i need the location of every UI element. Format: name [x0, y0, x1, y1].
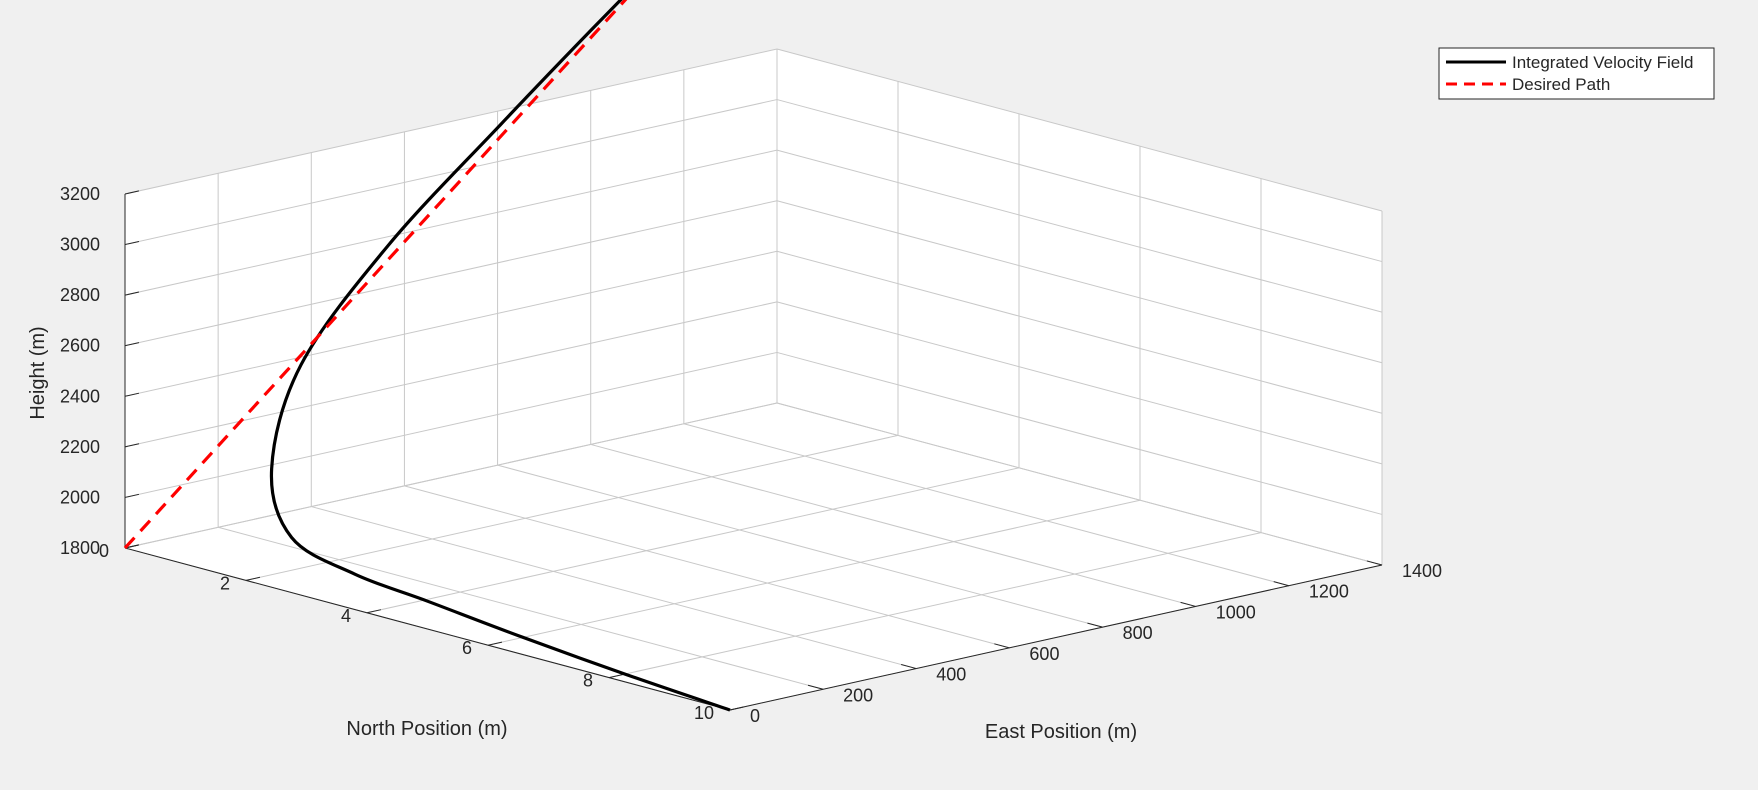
y-tick-mark — [994, 643, 1010, 649]
x-axis-label: North Position (m) — [346, 718, 507, 740]
grid-line-wall-height-b — [776, 351, 1383, 515]
tick-labels: 0 2 4 6 8 10 0 200 400 600 800 1000 1200 1400 1800 2000… — [60, 184, 1442, 726]
y-tick-label: 400 — [936, 665, 966, 685]
back-wall-east-pane — [777, 49, 1382, 565]
grid-line-wall-height-a — [124, 99, 778, 246]
z-tick-label: 2000 — [60, 487, 100, 507]
z-tick-label: 2800 — [60, 285, 100, 305]
x-tick-mark — [487, 641, 503, 646]
x-tick-mark — [608, 674, 624, 679]
grid-line-floor-north — [245, 434, 899, 581]
grid-line-wall-height-a — [124, 351, 778, 498]
y-tick-mark — [1180, 601, 1196, 607]
grid-line-wall-height-b — [776, 301, 1383, 465]
grid-line-floor-north — [608, 532, 1262, 679]
x-tick-label: 4 — [341, 606, 351, 626]
grid-line-floor-east — [683, 423, 1289, 587]
y-tick-mark — [807, 684, 824, 690]
grid-line-wall-height-b — [776, 99, 1383, 263]
back-wall-north-pane — [125, 49, 777, 548]
y-tick-label: 1200 — [1309, 582, 1349, 602]
grid-line-wall-height-b — [776, 48, 1383, 212]
z-tick-mark — [124, 291, 140, 296]
grid-line-floor-east — [311, 506, 917, 670]
y-axis-line — [729, 564, 1383, 711]
grid-line-wall-height-a — [124, 200, 778, 347]
x-tick-label: 2 — [220, 573, 230, 593]
grid-line-wall-height-b — [776, 250, 1383, 414]
z-tick-label: 1800 — [60, 538, 100, 558]
series-line-integrated-velocity-field — [269, 0, 731, 712]
z-tick-mark — [124, 190, 140, 195]
series-line-desired-path — [123, 0, 628, 550]
grid-line-wall-height-b — [776, 200, 1383, 364]
z-tick-mark — [124, 240, 140, 246]
z-tick-label: 2200 — [60, 437, 100, 457]
z-tick-mark — [124, 342, 140, 347]
grid-line-wall-height-a — [124, 402, 778, 549]
y-tick-mark — [1087, 622, 1103, 628]
y-tick-label: 1400 — [1402, 561, 1442, 581]
z-tick-mark — [124, 493, 140, 498]
z-tick-label: 2400 — [60, 386, 100, 406]
z-tick-label: 3000 — [60, 235, 100, 255]
legend-label-integrated: Integrated Velocity Field — [1512, 53, 1693, 72]
grid-line-floor-east — [404, 485, 1010, 649]
grid-line-floor-east — [218, 526, 824, 690]
grid-line-wall-height-a — [124, 48, 778, 195]
axis-lines — [124, 194, 1383, 711]
grid-line-wall-height-a — [124, 250, 778, 397]
grid-line-floor-east — [590, 443, 1196, 607]
grid-line-wall-height-b — [776, 149, 1383, 313]
grid-line-wall-height-b — [776, 402, 1383, 566]
z-tick-label: 3200 — [60, 184, 100, 204]
y-tick-mark — [1273, 581, 1289, 587]
y-tick-mark — [1366, 560, 1383, 566]
x-tick-mark — [245, 576, 261, 581]
y-tick-label: 0 — [750, 706, 760, 726]
legend: Integrated Velocity Field Desired Path — [1438, 47, 1715, 100]
x-tick-mark — [366, 609, 382, 614]
y-axis-label: East Position (m) — [985, 721, 1137, 743]
z-axis-label: Height (m) — [27, 326, 49, 419]
x-axis-line — [124, 547, 731, 711]
y-tick-label: 800 — [1123, 623, 1153, 643]
grid-line-wall-height-a — [124, 149, 778, 296]
grid-line-floor-east — [497, 464, 1103, 628]
floor-pane — [125, 403, 1382, 710]
x-tick-label: 10 — [694, 703, 714, 723]
grid-line-wall-height-a — [124, 301, 778, 448]
x-tick-label: 8 — [583, 671, 593, 691]
y-tick-label: 600 — [1029, 644, 1059, 664]
x-tick-label: 6 — [462, 638, 472, 658]
x-tick-label: 0 — [99, 541, 109, 561]
grid-lines — [124, 48, 1383, 711]
z-tick-mark — [124, 443, 140, 448]
legend-label-desired: Desired Path — [1512, 75, 1610, 94]
axes-panes — [125, 49, 1382, 710]
z-tick-label: 2600 — [60, 336, 100, 356]
x-tick-mark — [729, 706, 745, 711]
z-tick-mark — [124, 392, 140, 397]
y-tick-mark — [901, 664, 917, 670]
series-lines — [123, 0, 731, 712]
grid-line-floor-north — [366, 467, 1020, 614]
y-tick-label: 1000 — [1216, 602, 1256, 622]
legend-box — [1438, 47, 1715, 100]
grid-line-floor-north — [487, 499, 1141, 646]
y-tick-label: 200 — [843, 685, 873, 705]
